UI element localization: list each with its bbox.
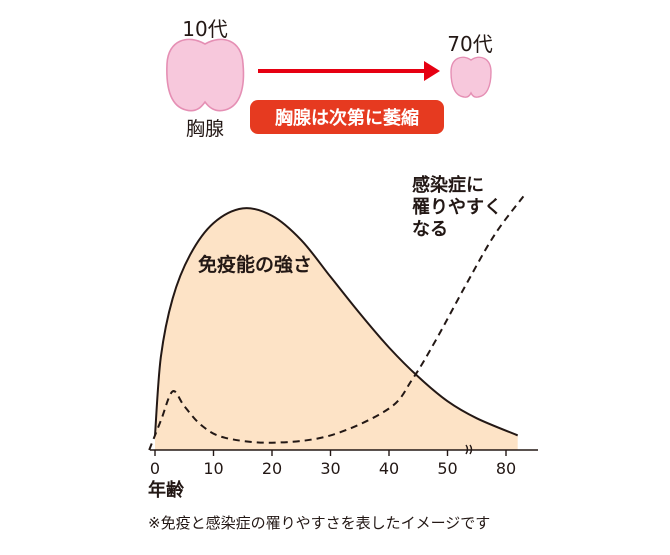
infection-risk-curve	[148, 195, 525, 451]
x-tick-label-0: 0	[150, 459, 160, 478]
thymus-large-icon	[166, 38, 245, 112]
thymus-old-group: 70代	[447, 32, 493, 98]
infection-label: 感染症に 罹りやすく なる	[412, 174, 502, 240]
x-axis-label: 年齢	[148, 479, 185, 501]
immunity-strength-label: 免疫能の強さ	[198, 253, 312, 276]
shrink-arrow	[258, 61, 440, 81]
infection-label-line-3: なる	[412, 219, 448, 240]
plot-area	[148, 195, 525, 451]
age-old-label: 70代	[447, 32, 492, 56]
axis-break-mark	[465, 444, 473, 455]
x-tick-label-10: 10	[203, 459, 223, 478]
x-tick-label-50: 50	[437, 459, 457, 478]
thymus-organ-label: 胸腺	[186, 118, 224, 140]
x-tick-label-40: 40	[379, 459, 399, 478]
thymus-young-group: 10代 胸腺	[166, 17, 245, 140]
change-badge-label: 胸腺は次第に萎縮	[275, 107, 419, 129]
change-badge: 胸腺は次第に萎縮	[250, 100, 444, 134]
x-tick-label-80: 80	[496, 459, 516, 478]
x-tick-label-30: 30	[320, 459, 340, 478]
immunity-curve	[154, 207, 519, 437]
infection-label-line-1: 感染症に	[412, 174, 484, 196]
x-tick-label-20: 20	[262, 459, 282, 478]
immunity-area-fill	[155, 208, 518, 450]
infection-label-line-2: 罹りやすく	[412, 197, 502, 218]
thymus-small-icon	[450, 56, 492, 98]
x-axis: 0 10 20 30 40 50 80 年齢	[148, 444, 538, 501]
footnote: ※免疫と感染症の罹りやすさを表したイメージです	[148, 514, 490, 532]
age-young-label: 10代	[182, 17, 227, 41]
